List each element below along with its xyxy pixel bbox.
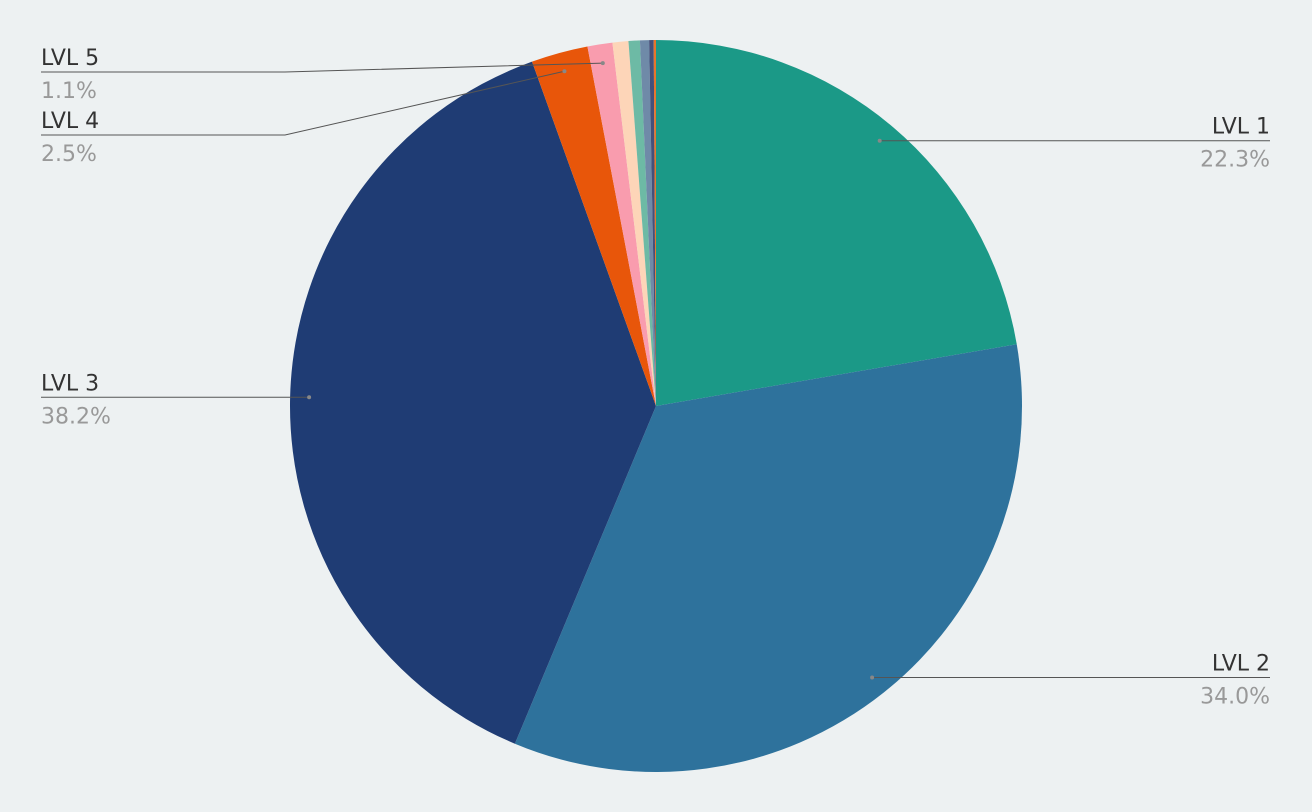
- pie-slice: [289, 61, 656, 744]
- pie-slice: [628, 40, 656, 407]
- slice-label: LVL 5: [41, 46, 99, 71]
- slice-label: LVL 1: [1212, 115, 1270, 140]
- leader-dot: [562, 69, 567, 74]
- pie-slice: [587, 42, 656, 406]
- slice-value-label: 2.5%: [41, 142, 97, 167]
- slice-label: LVL 3: [41, 371, 99, 396]
- pie-slice: [612, 41, 656, 406]
- pie-slice: [653, 40, 656, 406]
- leader-dot: [307, 395, 312, 400]
- leader-line: [41, 62, 603, 73]
- pie-slice: [656, 40, 1017, 406]
- leader-line: [41, 70, 565, 136]
- leader-dot: [600, 61, 605, 66]
- pie-slice: [514, 344, 1022, 772]
- slice-value-label: 34.0%: [1200, 684, 1270, 709]
- slice-value-label: 1.1%: [41, 79, 97, 104]
- leader-dot: [870, 675, 875, 680]
- pie-slice: [532, 46, 656, 407]
- pie-slice: [649, 40, 656, 406]
- leader-dot: [877, 138, 882, 143]
- slice-value-label: 22.3%: [1200, 148, 1270, 173]
- pie-slice: [639, 40, 656, 407]
- slice-label: LVL 4: [41, 109, 99, 134]
- slice-label: LVL 2: [1212, 651, 1270, 676]
- slice-value-label: 38.2%: [41, 404, 111, 429]
